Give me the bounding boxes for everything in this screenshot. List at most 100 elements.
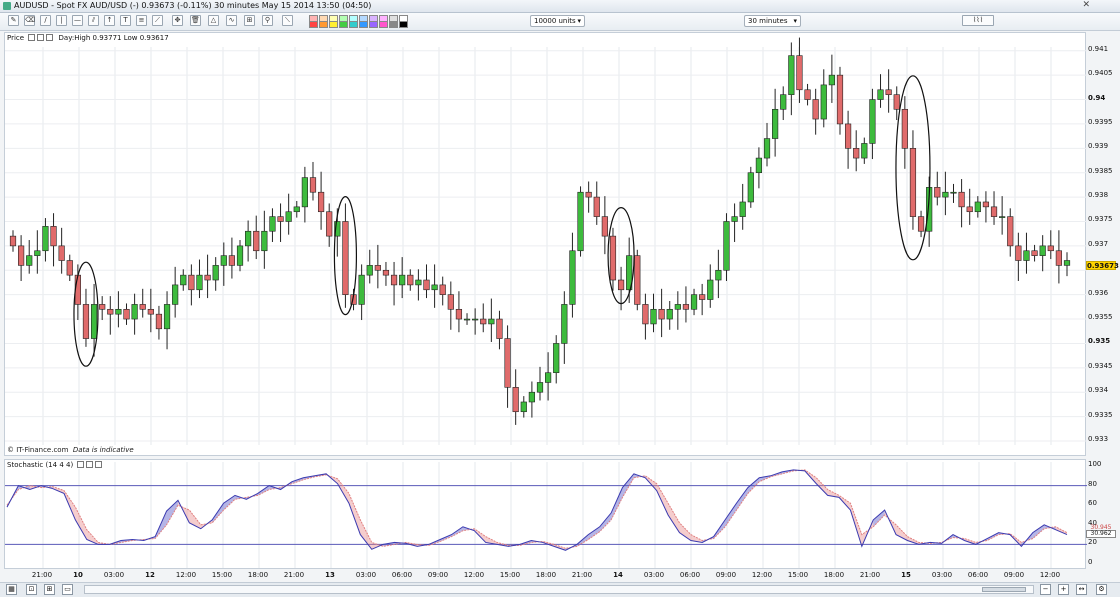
layout-icon[interactable]: ⊡	[26, 584, 37, 595]
maximize-icon[interactable]	[86, 461, 94, 468]
settings-icon[interactable]	[77, 461, 85, 468]
stochastic-k-line	[6, 469, 1068, 551]
candle-body	[180, 274, 187, 286]
settings-icon[interactable]	[28, 34, 36, 41]
settings-icon[interactable]: ⚙	[1096, 584, 1107, 595]
candle-body	[9, 235, 17, 247]
time-tick-label: 03:00	[103, 571, 125, 579]
candlestick-chart[interactable]	[5, 33, 1087, 457]
chart-icon[interactable]: ▦	[6, 584, 17, 595]
candle-body	[901, 108, 908, 149]
color-swatch[interactable]	[399, 21, 408, 28]
candle-body	[536, 382, 544, 393]
time-tick-label: 12:00	[463, 571, 485, 579]
candle-body	[196, 274, 203, 291]
color-swatch[interactable]	[309, 21, 318, 28]
trash-icon[interactable]: 🗑	[190, 15, 201, 26]
candle-body	[90, 304, 98, 339]
close-icon[interactable]: ✕	[1082, 0, 1090, 10]
candle-body	[585, 191, 592, 198]
color-swatch[interactable]	[369, 21, 378, 28]
stochastic-fill	[348, 493, 361, 535]
text-tool-icon[interactable]: T	[120, 15, 131, 26]
candle-body	[285, 211, 292, 222]
candle-body	[569, 250, 576, 305]
grid-icon[interactable]: ⊞	[44, 584, 55, 595]
cursor-icon[interactable]: ✥	[172, 15, 183, 26]
candle-body	[755, 157, 763, 174]
color-swatch[interactable]	[359, 21, 368, 28]
candle-body	[358, 274, 365, 305]
stochastic-panel[interactable]: Stochastic (14 4 4)	[4, 459, 1087, 570]
chart-type-icon[interactable]: ⌇⌇⌇	[962, 15, 994, 26]
window-icon[interactable]: ▭	[62, 584, 73, 595]
candle-body	[326, 211, 333, 237]
color-swatch[interactable]	[329, 21, 338, 28]
pencil-icon[interactable]: ✎	[8, 15, 19, 26]
time-tick-label: 15	[901, 571, 911, 579]
scrollbar-thumb[interactable]	[982, 587, 1026, 592]
candle-body	[374, 265, 381, 271]
price-panel[interactable]: Price Day:High 0.93771 Low 0.93617 © IT-…	[4, 32, 1087, 457]
stochastic-fill	[588, 526, 600, 540]
fit-icon[interactable]: ↔	[1076, 584, 1087, 595]
maximize-icon[interactable]	[37, 34, 45, 41]
candle-body	[415, 279, 422, 286]
color-swatch[interactable]	[379, 21, 388, 28]
color-swatch[interactable]	[389, 21, 398, 28]
time-tick-label: 18:00	[823, 571, 845, 579]
candle-body	[561, 304, 568, 344]
color-swatch[interactable]	[319, 21, 328, 28]
time-tick-label: 06:00	[391, 571, 413, 579]
candle-body	[496, 318, 503, 339]
zoom-area-icon[interactable]: ⊞	[244, 15, 255, 26]
candle-body	[747, 172, 754, 203]
last-price-marker: 0.93673	[1086, 261, 1119, 270]
stochastic-fill	[75, 507, 87, 540]
candle-body	[390, 274, 398, 286]
stochastic-fill	[656, 483, 669, 515]
eraser-icon[interactable]: ⌫	[24, 15, 35, 26]
zigzag-icon[interactable]: ∿	[226, 15, 237, 26]
candle-body	[682, 304, 690, 310]
price-tick-label: 0.9355	[1088, 313, 1113, 322]
vertical-line-icon[interactable]: |	[56, 15, 67, 26]
candle-body	[253, 230, 260, 252]
close-panel-icon[interactable]	[95, 461, 103, 468]
candle-body	[999, 216, 1006, 218]
candle-body	[147, 308, 154, 315]
channel-icon[interactable]: ⫽	[88, 15, 99, 26]
price-tick-label: 0.9345	[1088, 361, 1113, 370]
candle-body	[277, 216, 284, 222]
interval-select[interactable]: 30 minutes ▾	[744, 15, 801, 27]
candle-body	[763, 138, 771, 159]
stochastic-k-value: 30.945	[1090, 524, 1112, 531]
units-select[interactable]: 10000 units ▾	[530, 15, 585, 27]
candle-body	[172, 284, 179, 305]
candle-body	[455, 308, 463, 320]
horizontal-scrollbar[interactable]	[84, 585, 1034, 594]
color-swatch[interactable]	[339, 21, 348, 28]
candle-body	[212, 265, 219, 281]
magnifier-icon[interactable]: ⚲	[262, 15, 273, 26]
color-swatch[interactable]	[349, 21, 358, 28]
time-tick-label: 18:00	[535, 571, 557, 579]
candle-body	[472, 318, 479, 321]
candle-body	[26, 255, 33, 266]
time-tick-label: 06:00	[679, 571, 701, 579]
time-tick-label: 21:00	[283, 571, 305, 579]
close-panel-icon[interactable]	[46, 34, 54, 41]
zoom-out-icon[interactable]: −	[1040, 584, 1051, 595]
zoom-in-icon[interactable]: +	[1058, 584, 1069, 595]
candle-body	[780, 94, 787, 110]
trend-tool-icon[interactable]: ⟋	[152, 15, 163, 26]
stochastic-fill	[816, 477, 828, 496]
fibonacci-icon[interactable]: ≡	[136, 15, 147, 26]
triangle-icon[interactable]: △	[208, 15, 219, 26]
draw-line-icon[interactable]: /	[40, 15, 51, 26]
line-style-icon[interactable]: ⟍	[282, 15, 293, 26]
candle-body	[131, 304, 138, 320]
stochastic-chart[interactable]	[5, 460, 1087, 570]
arrow-up-icon[interactable]: ↑	[104, 15, 115, 26]
horizontal-line-icon[interactable]: —	[72, 15, 83, 26]
